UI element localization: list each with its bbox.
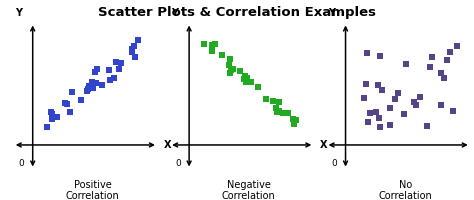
Text: Y: Y bbox=[172, 8, 178, 18]
Text: Negative
Correlation: Negative Correlation bbox=[222, 180, 276, 200]
Text: 0: 0 bbox=[18, 159, 24, 168]
Text: Scatter Plots & Correlation Examples: Scatter Plots & Correlation Examples bbox=[98, 6, 376, 19]
Text: 0: 0 bbox=[175, 159, 181, 168]
Text: Positive
Correlation: Positive Correlation bbox=[65, 180, 119, 200]
Text: No
Correlation: No Correlation bbox=[378, 180, 432, 200]
Text: X: X bbox=[320, 140, 328, 150]
Text: Y: Y bbox=[15, 8, 22, 18]
Text: X: X bbox=[164, 140, 171, 150]
Text: 0: 0 bbox=[331, 159, 337, 168]
Text: Y: Y bbox=[328, 8, 335, 18]
